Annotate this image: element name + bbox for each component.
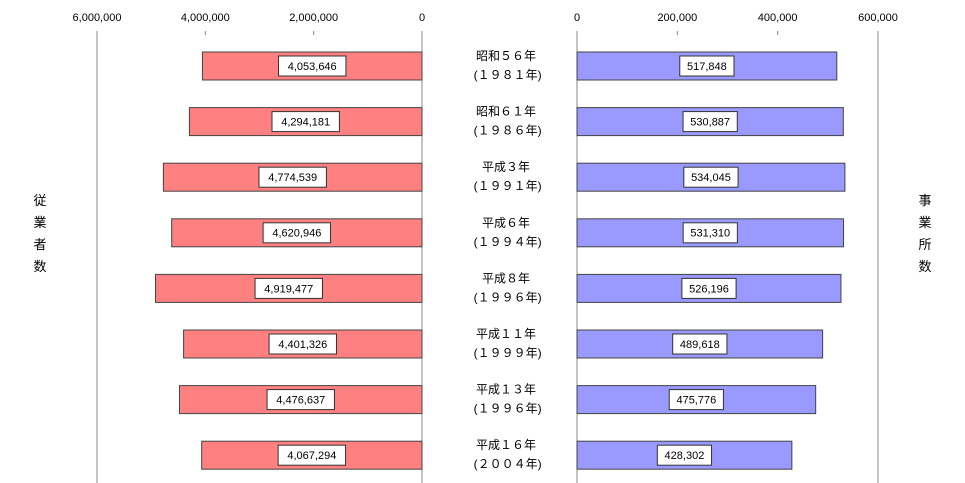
value-label-box bbox=[682, 111, 738, 133]
category-label: 平成１１年 (１９９９年) bbox=[470, 327, 541, 360]
category-label: 昭和５６年 (１９８１年) bbox=[470, 49, 541, 82]
x-tick-label: 0 bbox=[419, 12, 425, 24]
value-label: 4,774,539 bbox=[268, 172, 317, 184]
value-label: 530,887 bbox=[690, 117, 730, 129]
value-label: 475,776 bbox=[676, 395, 716, 407]
category-label: 平成３年 (１９９１年) bbox=[470, 160, 541, 193]
value-label: 517,848 bbox=[687, 61, 727, 73]
value-label-box bbox=[672, 333, 728, 355]
category-label: 平成６年 (１９９４年) bbox=[470, 216, 541, 249]
value-label: 4,401,326 bbox=[278, 339, 327, 351]
axis-title: 従業者数 bbox=[33, 193, 46, 274]
x-tick-label: 0 bbox=[574, 12, 580, 24]
value-label: 4,620,946 bbox=[272, 228, 321, 240]
value-label-box bbox=[278, 55, 347, 77]
x-tick-label: 400,000 bbox=[758, 12, 798, 24]
value-label-box bbox=[679, 55, 735, 77]
value-label-box bbox=[271, 111, 340, 133]
value-label-box bbox=[268, 333, 337, 355]
category-label: 平成１６年 (２００４年) bbox=[470, 438, 541, 471]
category-label: 平成８年 (１９９６年) bbox=[470, 272, 541, 305]
x-tick-label: 200,000 bbox=[657, 12, 697, 24]
value-label-box bbox=[277, 444, 347, 466]
category-label: 平成１３年 (１９９６年) bbox=[470, 383, 541, 416]
x-tick-label: 600,000 bbox=[858, 12, 898, 24]
value-label-box bbox=[262, 222, 332, 244]
value-label: 4,053,646 bbox=[288, 61, 337, 73]
value-label: 4,476,637 bbox=[276, 395, 325, 407]
value-label-box bbox=[681, 277, 737, 299]
value-label: 4,919,477 bbox=[264, 283, 313, 295]
value-label: 428,302 bbox=[665, 450, 705, 462]
value-label-box bbox=[266, 389, 335, 411]
value-label: 534,045 bbox=[691, 172, 731, 184]
value-label-box bbox=[668, 389, 724, 411]
value-label-box bbox=[656, 444, 713, 466]
value-label: 489,618 bbox=[680, 339, 720, 351]
x-tick-label: 2,000,000 bbox=[289, 12, 338, 24]
x-tick-label: 6,000,000 bbox=[73, 12, 122, 24]
value-label: 4,067,294 bbox=[287, 450, 336, 462]
value-label-box bbox=[683, 166, 739, 188]
category-label: 昭和６１年 (１９８６年) bbox=[470, 105, 541, 138]
value-label-box bbox=[258, 166, 327, 188]
axis-title: 事業所数 bbox=[918, 193, 931, 274]
value-label-box bbox=[682, 222, 738, 244]
value-label: 531,310 bbox=[690, 228, 730, 240]
value-label: 526,196 bbox=[689, 283, 729, 295]
x-tick-label: 4,000,000 bbox=[181, 12, 230, 24]
value-label-box bbox=[254, 277, 323, 299]
value-label: 4,294,181 bbox=[281, 117, 330, 129]
